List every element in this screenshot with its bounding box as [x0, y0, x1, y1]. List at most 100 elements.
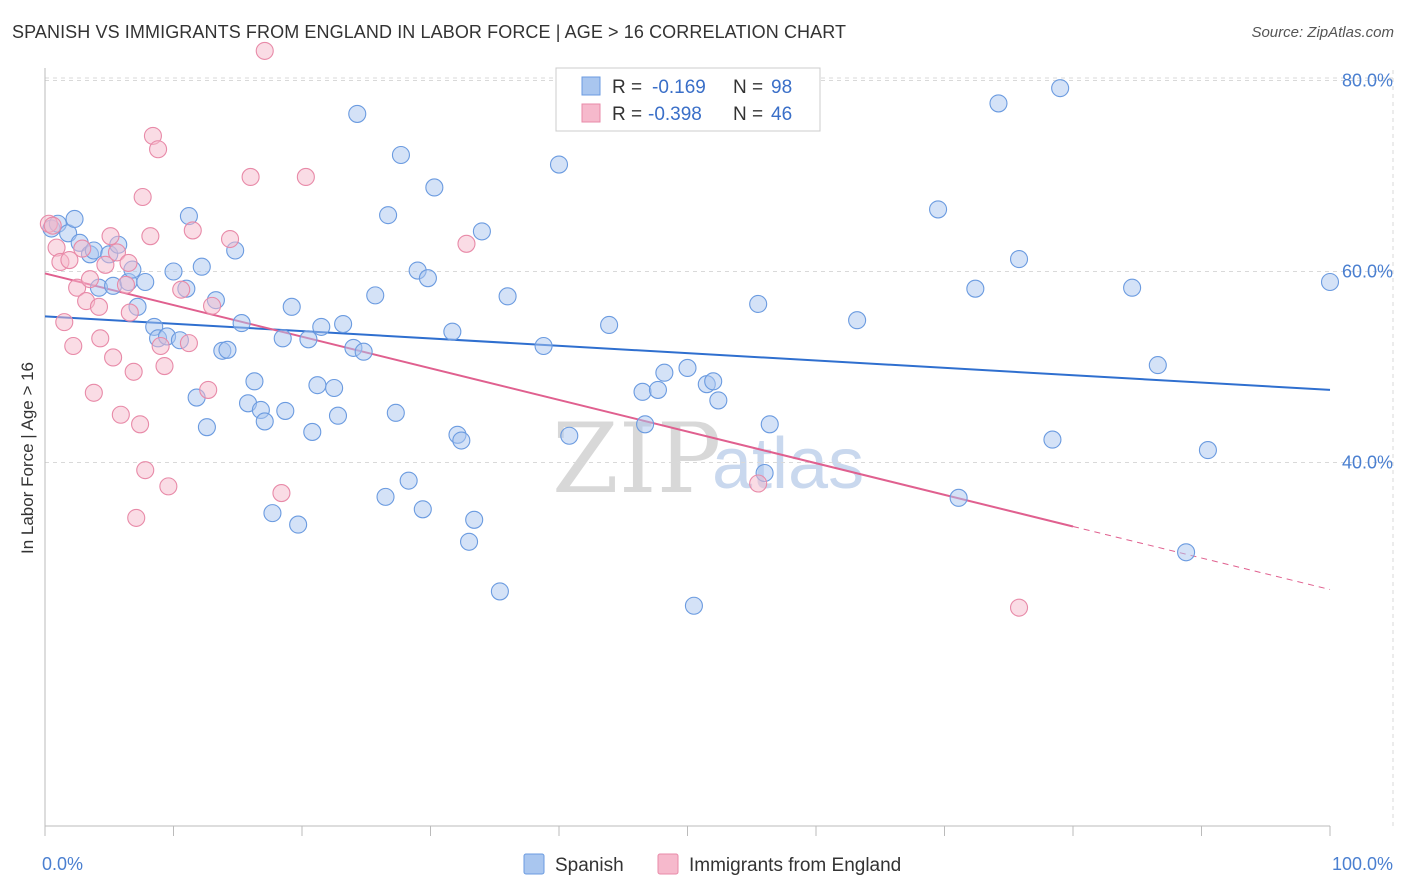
spanish-point-89	[1043, 430, 1062, 449]
y-tick-label-80: 80.0%	[1342, 71, 1393, 91]
spanish-point-59	[443, 322, 462, 341]
spanish-point-38	[289, 515, 308, 534]
spanish-point-36	[276, 401, 295, 420]
england-point-30	[151, 336, 170, 356]
spanish-point-51	[379, 206, 398, 225]
spanish-point-45	[334, 314, 353, 334]
spanish-point-66	[498, 287, 517, 306]
england-point-5	[60, 250, 79, 270]
legend-r-value-spanish: -0.169	[652, 77, 706, 98]
spanish-point-83	[848, 311, 867, 330]
england-point-39	[241, 167, 260, 187]
spanish-point-91	[1123, 278, 1142, 297]
spanish-point-18	[164, 262, 183, 281]
spanish-point-92	[1148, 356, 1167, 375]
england-point-44	[749, 474, 768, 493]
series-england	[39, 41, 1029, 617]
x-tick-label-min: 0.0%	[42, 854, 83, 874]
series-spanish	[42, 79, 1340, 615]
source-credit: Source: ZipAtlas.com	[1251, 24, 1394, 41]
spanish-point-39	[299, 330, 318, 349]
y-tick-labels: 40.0%60.0%80.0%100.0%	[1342, 71, 1393, 473]
england-point-15	[101, 227, 120, 246]
spanish-point-72	[636, 415, 655, 434]
spanish-point-87	[989, 94, 1008, 113]
x-tick-labels: 0.0% 100.0%	[42, 854, 1393, 874]
england-point-7	[68, 278, 87, 297]
spanish-point-57	[418, 269, 437, 288]
england-point-1	[43, 216, 62, 235]
spanish-point-42	[312, 317, 331, 336]
spanish-point-86	[966, 279, 985, 298]
spanish-point-80	[749, 294, 768, 314]
england-point-35	[183, 221, 202, 240]
watermark-atlas: atlas	[712, 424, 864, 504]
legend-n-value-england: 46	[771, 104, 792, 125]
england-point-17	[107, 243, 127, 262]
england-point-34	[179, 334, 198, 353]
spanish-point-49	[366, 286, 385, 305]
spanish-point-34	[263, 504, 282, 523]
england-point-32	[159, 477, 178, 496]
england-point-25	[133, 187, 152, 207]
spanish-point-61	[452, 431, 471, 450]
spanish-point-93	[1177, 543, 1196, 562]
england-point-40	[255, 41, 274, 60]
spanish-point-95	[1320, 272, 1340, 292]
england-point-36	[199, 380, 218, 399]
spanish-point-14	[136, 272, 155, 292]
trend-line-spanish	[44, 315, 1331, 391]
england-point-19	[116, 275, 136, 294]
spanish-point-41	[308, 376, 327, 395]
england-point-20	[119, 253, 138, 272]
england-point-23	[127, 508, 146, 527]
england-point-12	[89, 297, 109, 316]
spanish-point-78	[704, 372, 723, 391]
spanish-point-71	[633, 382, 652, 401]
england-point-11	[84, 383, 103, 402]
legend-r-label-england: R =	[612, 104, 642, 125]
england-point-21	[120, 303, 139, 322]
spanish-point-73	[648, 380, 667, 399]
spanish-point-23	[192, 257, 211, 276]
spanish-point-84	[929, 200, 948, 219]
england-point-41	[272, 484, 291, 503]
england-point-6	[64, 336, 83, 356]
spanish-point-53	[391, 145, 410, 165]
spanish-point-82	[760, 415, 779, 434]
legend-r-label-spanish: R =	[612, 77, 642, 98]
legend-n-label-england: N =	[733, 104, 763, 125]
england-point-45	[1009, 598, 1029, 617]
spanish-point-40	[303, 422, 322, 441]
spanish-point-65	[490, 582, 509, 601]
spanish-point-64	[472, 222, 491, 241]
spanish-point-70	[600, 315, 619, 335]
england-point-43	[457, 234, 476, 253]
trend-line-england-extension	[1072, 525, 1331, 591]
england-point-14	[96, 255, 115, 274]
spanish-point-76	[684, 596, 703, 615]
spanish-point-63	[465, 510, 484, 529]
y-tick-label-40: 40.0%	[1342, 453, 1393, 473]
spanish-point-48	[354, 342, 373, 361]
bottom-legend-swatch-spanish	[523, 853, 545, 875]
spanish-point-31	[245, 372, 264, 391]
england-point-24	[131, 415, 150, 434]
top-legend: R = -0.169 N = 98 R = -0.398 N = 46	[555, 67, 821, 132]
legend-swatch-spanish	[581, 76, 601, 96]
spanish-point-68	[549, 155, 569, 174]
bottom-legend: Spanish Immigrants from England	[523, 853, 901, 876]
spanish-point-33	[255, 412, 274, 431]
spanish-point-35	[273, 329, 292, 348]
spanish-point-94	[1198, 441, 1217, 460]
spanish-point-37	[282, 297, 301, 316]
england-point-18	[111, 405, 130, 424]
spanish-point-56	[413, 500, 432, 519]
spanish-point-69	[560, 426, 579, 445]
y-tick-label-60: 60.0%	[1342, 262, 1393, 282]
spanish-point-29	[232, 314, 251, 333]
spanish-point-50	[376, 487, 395, 506]
england-point-13	[91, 329, 110, 348]
spanish-point-62	[459, 532, 479, 551]
